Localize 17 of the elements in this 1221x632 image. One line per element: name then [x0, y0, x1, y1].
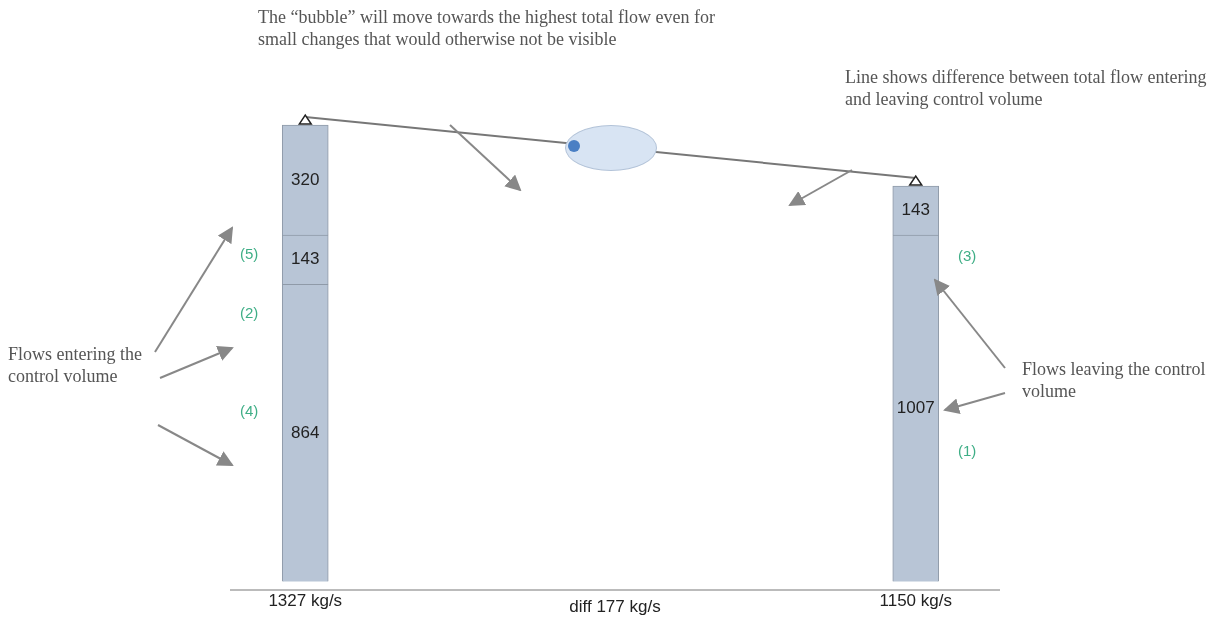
x-tick-label: 1150 kg/s	[879, 591, 952, 611]
data-label: 143	[291, 249, 320, 269]
data-label: 143	[901, 200, 930, 220]
data-label: 864	[291, 422, 320, 442]
text: The “bubble” will move towards the highest total flow even for small changes that would otherwise not be visible	[258, 6, 716, 50]
annotation: (5)	[240, 244, 260, 264]
x-tick-label: 1327 kg/s	[268, 591, 343, 611]
annotation: (1)	[958, 441, 978, 461]
annotation: Flows entering the control volume	[8, 343, 143, 387]
data-label: 1007	[896, 398, 935, 418]
text: Line shows difference between total flow entering and leaving control volume	[845, 66, 1208, 110]
annotation: (4)	[240, 401, 260, 421]
annotation: (3)	[958, 246, 978, 266]
annotation: Flows leaving the control volume	[1022, 358, 1207, 402]
text: diff 177 kg/s	[568, 596, 662, 618]
annotation: (2)	[240, 303, 260, 323]
data-label: 320	[291, 169, 320, 189]
